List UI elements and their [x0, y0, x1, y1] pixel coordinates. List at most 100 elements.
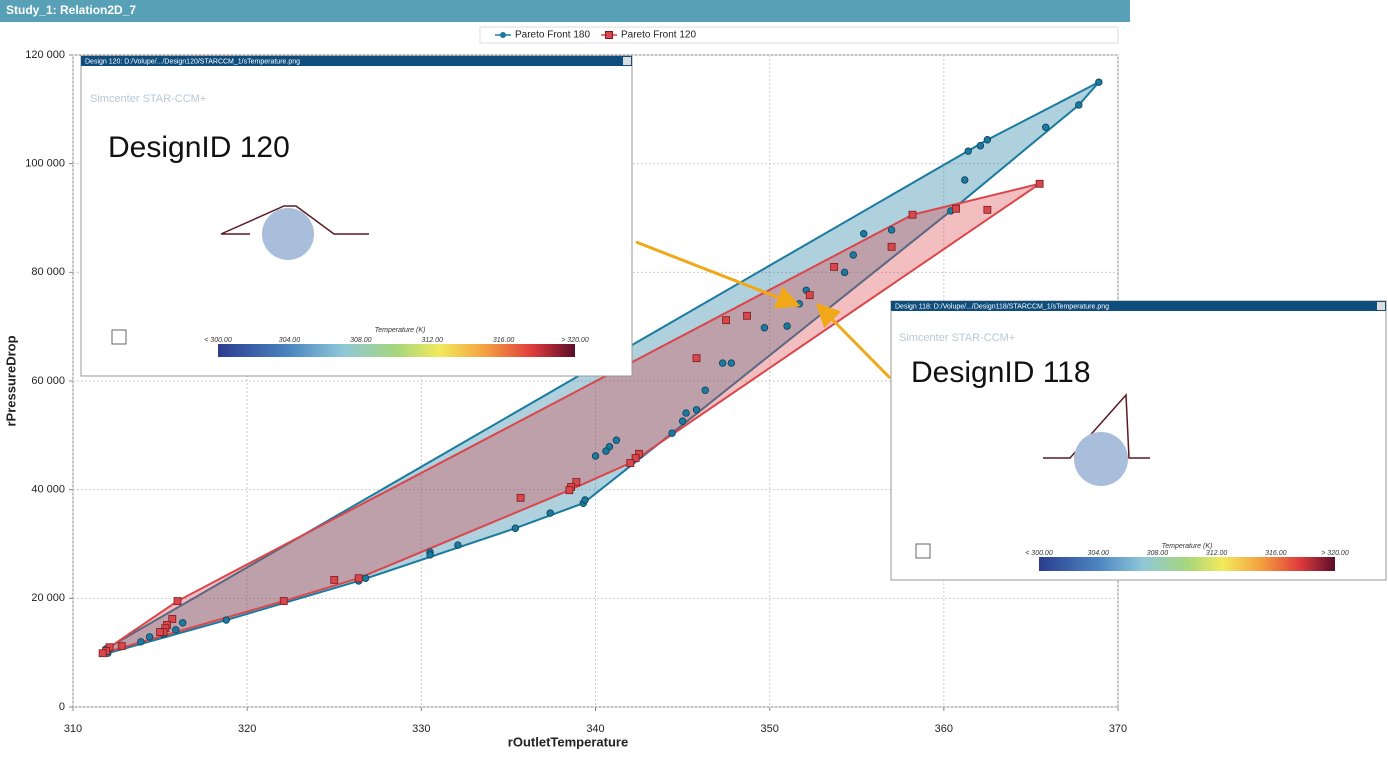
point — [743, 311, 751, 320]
colorbar-label: 308.00 — [1147, 550, 1169, 557]
point — [1035, 179, 1044, 188]
point — [860, 230, 868, 238]
popup: Design 120: D:/Volupe/.../Design120/STAR… — [80, 55, 633, 377]
point — [678, 417, 687, 425]
point — [145, 633, 154, 641]
x-tick-label: 350 — [760, 723, 778, 735]
colorbar-label: > 320.00 — [561, 337, 589, 344]
point — [887, 242, 896, 251]
y-tick-label: 40 000 — [31, 484, 65, 496]
point — [546, 509, 554, 517]
point — [795, 300, 803, 308]
point — [454, 541, 462, 549]
axes-triad — [915, 543, 931, 559]
point — [718, 359, 727, 367]
colorbar-label: 316.00 — [1265, 550, 1287, 557]
popup: Design 118: D:/Volupe/.../Design118/STAR… — [890, 300, 1387, 581]
colorbar-label: > 320.00 — [1321, 550, 1349, 557]
point — [887, 226, 896, 234]
colorbar-labels: < 300.00 304.00 308.00 312.00 316.00 > 320.00 — [204, 337, 589, 344]
point — [760, 324, 769, 332]
point — [581, 496, 589, 504]
y-tick-label: 100 000 — [25, 158, 65, 170]
y-tick-label: 120 000 — [25, 49, 65, 61]
arrow — [815, 302, 892, 380]
y-axis-label: rPressureDrop — [3, 335, 18, 426]
point — [830, 262, 839, 271]
x-axis-label: rOutletTemperature — [508, 734, 628, 749]
x-tick-label: 320 — [238, 723, 256, 735]
point — [668, 429, 676, 437]
point — [137, 638, 145, 646]
cylinder — [1074, 432, 1128, 486]
point — [330, 575, 339, 584]
geometry — [220, 205, 369, 235]
point — [117, 642, 126, 651]
x-tick-label: 360 — [935, 723, 953, 735]
point — [279, 597, 288, 605]
point — [727, 359, 736, 367]
point — [565, 486, 574, 495]
point — [222, 616, 230, 624]
popup-brand: Simcenter STAR-CCM+ — [899, 332, 1015, 344]
point — [682, 409, 690, 417]
point — [722, 316, 731, 325]
popup-titlebar — [891, 301, 1386, 311]
window-title: Study_1: Relation2D_7 — [6, 3, 136, 17]
colorbar-label: 312.00 — [421, 337, 443, 344]
point — [612, 436, 621, 444]
x-tick-label: 340 — [586, 723, 604, 735]
x-tick-label: 310 — [64, 723, 82, 735]
y-tick-label: 0 — [59, 701, 65, 713]
colorbar-labels: < 300.00 304.00 308.00 312.00 316.00 > 320.00 — [1025, 550, 1349, 557]
point — [983, 136, 992, 144]
cylinder — [262, 208, 314, 260]
point — [173, 597, 182, 605]
point — [516, 493, 525, 502]
y-tick-label: 80 000 — [31, 266, 65, 278]
close-button[interactable] — [623, 57, 631, 65]
point — [354, 574, 363, 583]
legend-label: Pareto Front 180 — [515, 30, 590, 41]
colorbar — [1039, 557, 1335, 571]
arrow — [635, 240, 801, 309]
close-button[interactable] — [1377, 302, 1385, 310]
colorbar-label: 308.00 — [350, 337, 372, 344]
point — [172, 626, 180, 634]
point — [631, 454, 640, 463]
colorbar-label: 312.00 — [1206, 550, 1228, 557]
point — [961, 176, 969, 184]
legend-label: Pareto Front 120 — [621, 30, 696, 41]
geometry — [1043, 393, 1150, 459]
point — [179, 619, 187, 627]
axes-triad — [111, 329, 127, 345]
point — [602, 447, 610, 455]
point — [572, 478, 581, 486]
point — [976, 142, 985, 150]
legend-box — [479, 26, 1119, 44]
point — [692, 406, 701, 414]
point — [1042, 123, 1050, 131]
point — [783, 322, 791, 330]
point — [511, 524, 520, 532]
y-tick-label: 60 000 — [31, 375, 65, 387]
popup-title: Design 120: D:/Volupe/.../Design120/STAR… — [85, 58, 300, 65]
x-tick-label: 330 — [412, 723, 430, 735]
point — [426, 551, 434, 559]
point — [964, 147, 972, 155]
popup-heading: DesignID 118 — [911, 356, 1091, 389]
point — [1095, 78, 1103, 86]
point — [908, 210, 917, 219]
colorbar-label: 316.00 — [493, 337, 515, 344]
point — [952, 204, 960, 213]
colorbar-title: Temperature (K) — [1162, 543, 1213, 550]
point — [626, 459, 635, 467]
colorbar-label: < 300.00 — [204, 337, 232, 344]
colorbar-label: < 300.00 — [1025, 550, 1053, 557]
title-bar — [0, 0, 1130, 22]
popup-brand: Simcenter STAR-CCM+ — [90, 93, 206, 105]
popup-frame — [890, 300, 1387, 581]
point — [701, 386, 709, 394]
point — [692, 354, 701, 363]
